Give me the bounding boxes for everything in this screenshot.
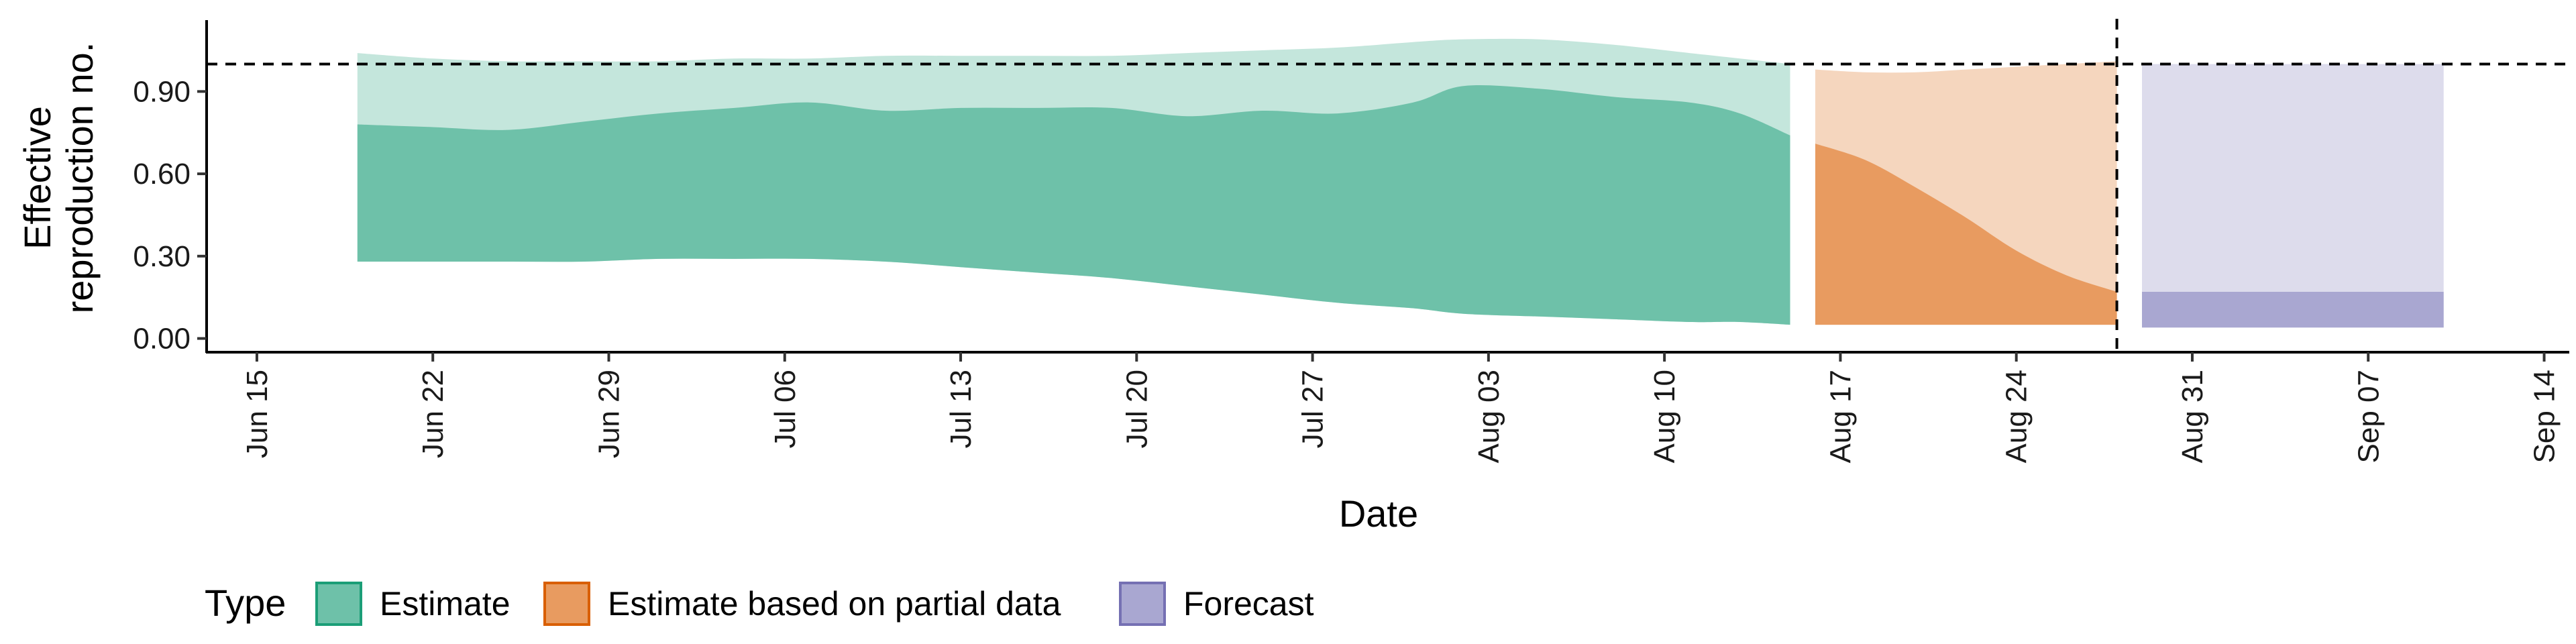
x-tick-label: Sep 14 — [2528, 370, 2561, 463]
ribbon-inner-forecast — [2142, 292, 2444, 328]
x-tick-label: Jul 20 — [1120, 370, 1153, 448]
legend: Type Estimate Estimate based on partial d… — [205, 582, 1314, 626]
y-tick-label: 0.00 — [133, 323, 191, 356]
y-tick-label: 0.90 — [133, 75, 191, 108]
y-axis-title-group: Effective reproduction no. — [16, 42, 101, 314]
x-tick-label: Sep 07 — [2352, 370, 2385, 463]
ribbon-inner-estimate-based-on-partial-data — [1815, 144, 2117, 325]
y-axis-ticks: 0.00 0.30 0.60 0.90 — [133, 75, 207, 356]
y-axis-title-line-1: Effective — [16, 106, 58, 250]
ribbons — [357, 38, 2444, 328]
x-tick-label: Jul 27 — [1297, 370, 1330, 448]
legend-label-forecast: Forecast — [1183, 585, 1314, 623]
y-tick-label: 0.60 — [133, 158, 191, 191]
x-tick-label: Aug 03 — [1472, 370, 1505, 463]
legend-label-estimate: Estimate — [380, 585, 511, 623]
x-tick-label: Aug 17 — [1824, 370, 1857, 463]
legend-key-estimate — [315, 582, 362, 626]
axes — [205, 20, 2569, 354]
x-axis-ticks: Jun 15 Jun 22 Jun 29 Jul 06 Jul 13 Jul 20 Jul … — [241, 352, 2561, 463]
x-tick-label: Jul 13 — [945, 370, 977, 448]
x-axis-title: Date — [1339, 492, 1418, 535]
x-tick-label: Jun 29 — [593, 370, 626, 458]
x-tick-label: Jul 06 — [769, 370, 802, 448]
ribbon-inner-estimate — [357, 85, 1790, 325]
ribbon-outer-forecast — [2142, 64, 2444, 328]
x-tick-label: Aug 31 — [2176, 370, 2209, 463]
legend-key-estimate-based-on-partial-data — [543, 582, 590, 626]
x-tick-label: Aug 24 — [2000, 370, 2033, 463]
y-axis-title-line-2: reproduction no. — [58, 42, 101, 314]
x-tick-label: Aug 10 — [1648, 370, 1681, 463]
y-tick-label: 0.30 — [133, 240, 191, 273]
legend-label-estimate-based-on-partial-data: Estimate based on partial data — [608, 585, 1061, 623]
legend-title: Type — [205, 582, 286, 624]
legend-key-forecast — [1119, 582, 1166, 626]
x-tick-label: Jun 22 — [417, 370, 449, 458]
legend-items: Estimate Estimate based on partial data Fo… — [315, 582, 1314, 626]
x-tick-label: Jun 15 — [241, 370, 274, 458]
